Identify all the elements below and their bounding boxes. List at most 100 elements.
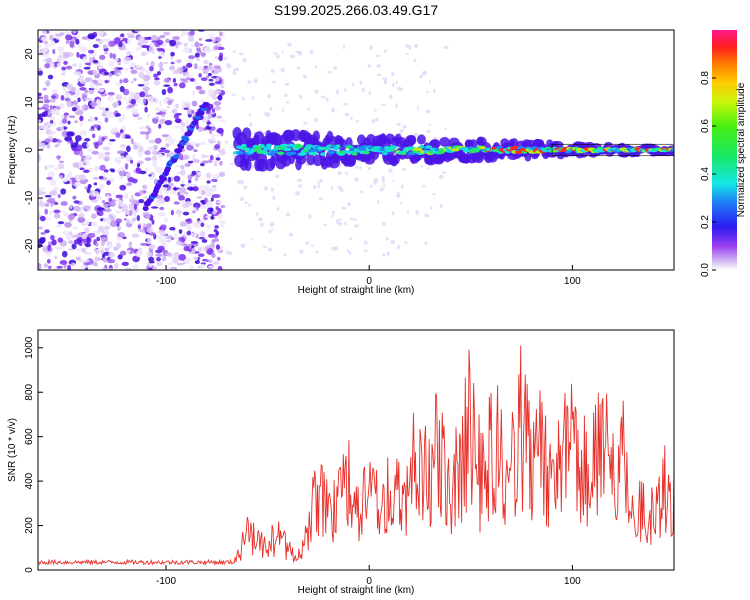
noise-blob (38, 107, 43, 111)
faint-blob (421, 185, 426, 188)
main-trace-core (434, 147, 440, 152)
faint-blob (239, 197, 245, 201)
faint-blob (303, 121, 308, 125)
faint-blob (359, 190, 364, 194)
faint-blob (232, 72, 237, 75)
noise-blob (92, 70, 99, 76)
noise-blob (97, 225, 105, 233)
noise-blob (219, 148, 226, 156)
noise-blob (78, 160, 84, 166)
faint-blob (314, 117, 319, 123)
noise-blob (200, 263, 205, 269)
y-tick-label: -10 (24, 190, 35, 205)
noise-blob (87, 148, 93, 152)
noise-blob (147, 146, 155, 151)
noise-blob (51, 40, 56, 46)
noise-blob (125, 172, 131, 177)
faint-blob (348, 250, 352, 255)
noise-blob (206, 75, 210, 79)
faint-blob (427, 167, 430, 170)
noise-blob (186, 77, 191, 81)
noise-blob (58, 56, 67, 61)
faint-blob (368, 90, 371, 96)
main-trace-core (515, 150, 524, 155)
noise-blob (154, 137, 162, 144)
noise-blob (44, 138, 52, 143)
faint-blob (264, 111, 268, 116)
noise-blob (73, 234, 81, 238)
faint-blob (386, 251, 390, 256)
noise-blob (164, 195, 170, 203)
noise-blob (207, 88, 215, 96)
faint-blob (349, 116, 353, 121)
noise-blob (97, 156, 102, 160)
noise-blob (81, 232, 88, 240)
noise-blob (191, 110, 195, 114)
noise-blob (64, 136, 73, 142)
noise-blob (155, 253, 163, 257)
noise-blob (59, 102, 65, 109)
noise-blob (95, 242, 99, 247)
noise-blob (184, 200, 193, 207)
noise-blob (163, 77, 170, 83)
noise-blob (209, 154, 214, 161)
noise-blob (180, 165, 185, 170)
faint-blob (413, 58, 417, 62)
noise-blob (109, 220, 118, 227)
noise-blob (135, 167, 140, 172)
noise-blob (200, 205, 207, 209)
noise-blob (101, 38, 108, 43)
noise-blob (175, 164, 181, 168)
noise-blob (200, 99, 205, 103)
noise-blob (211, 185, 217, 188)
main-trace-core (283, 147, 292, 152)
noise-blob (45, 44, 54, 47)
noise-blob (146, 36, 153, 40)
noise-blob (217, 256, 221, 261)
faint-blob (414, 43, 419, 48)
faint-blob (319, 178, 324, 183)
noise-blob (61, 118, 68, 124)
noise-blob (106, 180, 111, 186)
faint-blob (232, 50, 237, 53)
main-trace-core (478, 146, 486, 150)
noise-blob (151, 150, 158, 156)
main-trace-core (389, 145, 398, 150)
noise-blob (142, 184, 148, 190)
faint-blob (251, 237, 254, 241)
noise-blob (193, 202, 201, 209)
noise-blob (100, 249, 104, 255)
noise-blob (142, 74, 151, 82)
noise-blob (214, 225, 219, 229)
noise-blob (105, 207, 111, 213)
noise-blob (154, 98, 158, 105)
noise-blob (110, 169, 116, 173)
noise-blob (108, 201, 116, 207)
noise-blob (125, 67, 129, 72)
noise-blob (49, 34, 54, 41)
noise-blob (159, 67, 165, 72)
noise-blob (194, 63, 198, 70)
noise-blob (57, 237, 64, 243)
faint-blob (227, 251, 233, 256)
faint-blob (224, 140, 229, 144)
noise-blob (196, 220, 202, 224)
noise-blob (205, 259, 209, 263)
x-tick-label: 0 (366, 276, 372, 287)
noise-blob (171, 267, 176, 270)
noise-blob (110, 128, 118, 133)
faint-blob (395, 194, 401, 198)
noise-blob (104, 225, 110, 231)
noise-blob (89, 81, 95, 89)
noise-blob (93, 248, 102, 255)
noise-blob (62, 86, 67, 92)
faint-blob (391, 71, 395, 77)
y-tick-label: -20 (24, 238, 35, 253)
faint-blob (419, 74, 424, 79)
noise-blob (38, 113, 46, 117)
noise-blob (109, 52, 114, 59)
faint-blob (244, 201, 248, 205)
main-trace-band (429, 138, 441, 149)
noise-blob (47, 244, 51, 252)
